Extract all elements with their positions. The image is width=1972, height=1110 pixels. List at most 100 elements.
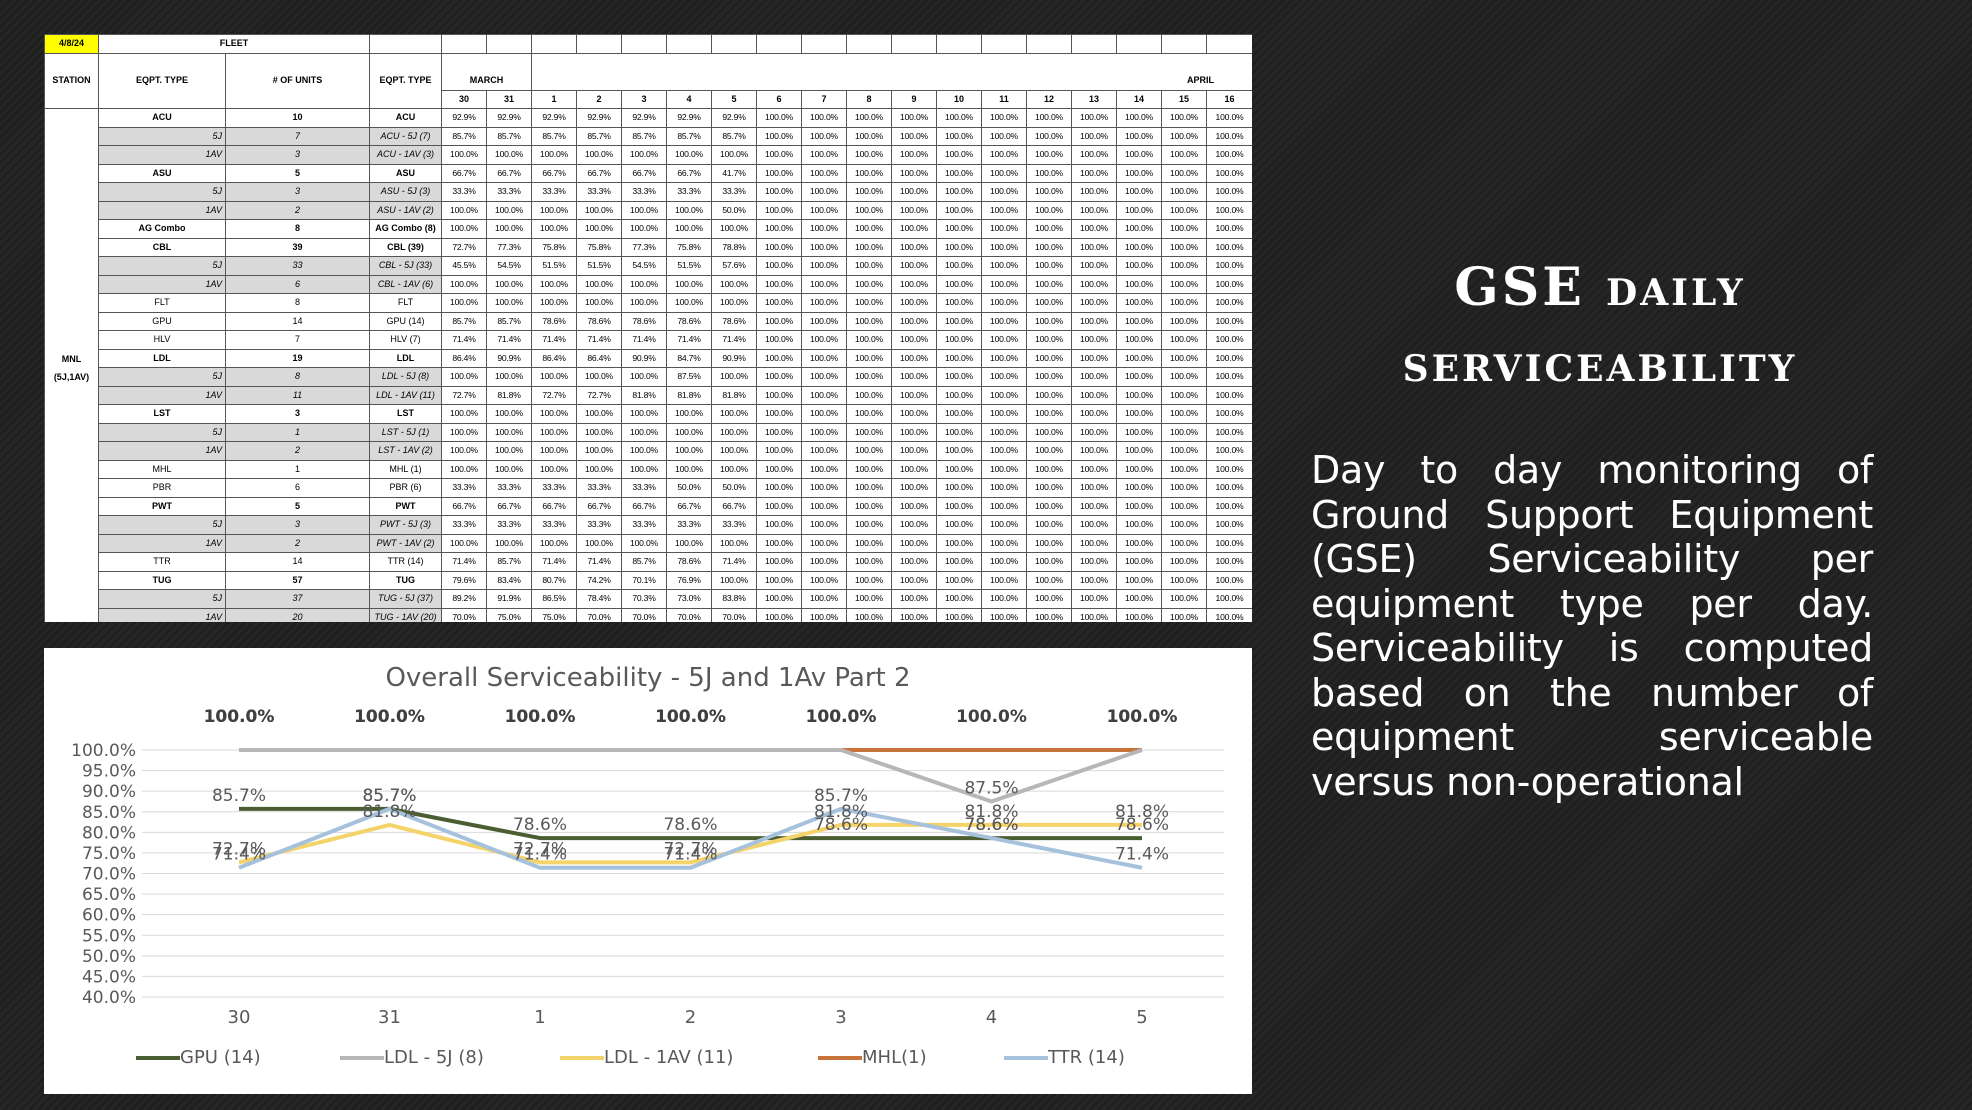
value-cell: 100.0%: [486, 533, 532, 553]
value-cell: 50.0%: [666, 478, 712, 498]
value-cell: 100.0%: [1161, 367, 1207, 387]
value-cell: 78.6%: [666, 552, 712, 572]
value-cell: 100.0%: [531, 367, 577, 387]
value-cell: 100.0%: [1026, 200, 1072, 220]
value-cell: 100.0%: [981, 552, 1027, 572]
value-cell: 74.2%: [576, 570, 622, 590]
value-cell: 100.0%: [576, 404, 622, 424]
value-cell: 100.0%: [1161, 348, 1207, 368]
value-cell: 100.0%: [891, 274, 937, 294]
value-cell: 100.0%: [936, 330, 982, 350]
table-row: 1AV 20 TUG - 1AV (20) 70.0% 75.0% 75.0% 70.0% 7…: [45, 607, 1252, 622]
value-cell: 100.0%: [1206, 367, 1252, 387]
blank-header: [486, 34, 532, 54]
blank-header: [441, 34, 487, 54]
value-cell: 100.0%: [846, 163, 892, 183]
value-cell: 100.0%: [441, 219, 487, 239]
value-cell: 100.0%: [666, 293, 712, 313]
value-cell: 100.0%: [1071, 607, 1117, 622]
data-label: 81.8%: [362, 802, 416, 822]
units-cell: 8: [225, 367, 370, 387]
value-cell: 100.0%: [1026, 163, 1072, 183]
value-cell: 100.0%: [846, 533, 892, 553]
data-label: 100.0%: [806, 707, 877, 727]
value-cell: 100.0%: [486, 200, 532, 220]
value-cell: 100.0%: [486, 459, 532, 479]
value-cell: 33.3%: [576, 478, 622, 498]
value-cell: 100.0%: [801, 348, 847, 368]
value-cell: 85.7%: [621, 126, 667, 146]
value-cell: 100.0%: [936, 256, 982, 276]
value-cell: 100.0%: [801, 496, 847, 516]
data-label: 100.0%: [354, 707, 425, 727]
blank-header: [369, 34, 442, 54]
value-cell: 100.0%: [756, 589, 802, 609]
value-cell: 100.0%: [666, 274, 712, 294]
value-cell: 92.9%: [486, 108, 532, 128]
value-cell: 86.4%: [576, 348, 622, 368]
value-cell: 66.7%: [441, 496, 487, 516]
value-cell: 100.0%: [846, 348, 892, 368]
value-cell: 100.0%: [621, 274, 667, 294]
value-cell: 100.0%: [846, 200, 892, 220]
value-cell: 80.7%: [531, 570, 577, 590]
value-cell: 100.0%: [1206, 570, 1252, 590]
value-cell: 83.8%: [711, 589, 757, 609]
value-cell: 100.0%: [1026, 515, 1072, 535]
blank-header: [756, 34, 802, 54]
value-cell: 100.0%: [936, 126, 982, 146]
blank-header: [1071, 34, 1117, 54]
value-cell: 100.0%: [891, 589, 937, 609]
value-cell: 100.0%: [1116, 478, 1162, 498]
value-cell: 100.0%: [846, 219, 892, 239]
table-row: 1AV 6 CBL - 1AV (6) 100.0% 100.0% 100.0% 100.0…: [45, 274, 1252, 294]
value-cell: 33.3%: [441, 478, 487, 498]
value-cell: 100.0%: [1116, 367, 1162, 387]
day-header-15: 15: [1161, 89, 1207, 109]
value-cell: 100.0%: [1071, 219, 1117, 239]
value-cell: 100.0%: [1116, 515, 1162, 535]
value-cell: 100.0%: [1071, 533, 1117, 553]
value-cell: 100.0%: [531, 219, 577, 239]
value-cell: 100.0%: [936, 311, 982, 331]
eqpt-type-cell: 5J: [98, 422, 226, 442]
value-cell: 71.4%: [576, 330, 622, 350]
value-cell: 100.0%: [756, 311, 802, 331]
x-tick-label: 5: [1136, 1007, 1147, 1028]
value-cell: 100.0%: [711, 367, 757, 387]
eqpt-label-cell: HLV (7): [369, 330, 442, 350]
units-cell: 14: [225, 552, 370, 572]
value-cell: 100.0%: [981, 589, 1027, 609]
value-cell: 33.3%: [621, 515, 667, 535]
value-cell: 100.0%: [1071, 237, 1117, 257]
data-label: 100.0%: [505, 707, 576, 727]
value-cell: 33.3%: [486, 478, 532, 498]
value-cell: 100.0%: [1206, 385, 1252, 405]
legend-label: LDL - 5J (8): [384, 1047, 484, 1068]
value-cell: 100.0%: [1116, 108, 1162, 128]
value-cell: 100.0%: [531, 441, 577, 461]
value-cell: 100.0%: [531, 274, 577, 294]
eqpt-type-cell: 5J: [98, 126, 226, 146]
slide-title-line1: GSE daily: [1454, 257, 1746, 318]
value-cell: 100.0%: [936, 274, 982, 294]
station-header: STATION: [44, 52, 99, 109]
value-cell: 100.0%: [891, 496, 937, 516]
value-cell: 100.0%: [1161, 219, 1207, 239]
x-tick-label: 3: [835, 1007, 846, 1028]
value-cell: 70.0%: [441, 607, 487, 622]
value-cell: 100.0%: [621, 441, 667, 461]
value-cell: 100.0%: [846, 108, 892, 128]
eqpt-type-cell: 1AV: [98, 533, 226, 553]
value-cell: 100.0%: [1206, 422, 1252, 442]
eqpt-label-cell: CBL - 5J (33): [369, 256, 442, 276]
eqpt-label-cell: MHL (1): [369, 459, 442, 479]
value-cell: 100.0%: [1161, 311, 1207, 331]
value-cell: 66.7%: [441, 163, 487, 183]
y-tick-label: 50.0%: [82, 947, 136, 967]
value-cell: 100.0%: [666, 145, 712, 165]
units-cell: 5: [225, 496, 370, 516]
day-header-6: 6: [756, 89, 802, 109]
value-cell: 100.0%: [801, 607, 847, 622]
value-cell: 100.0%: [936, 237, 982, 257]
